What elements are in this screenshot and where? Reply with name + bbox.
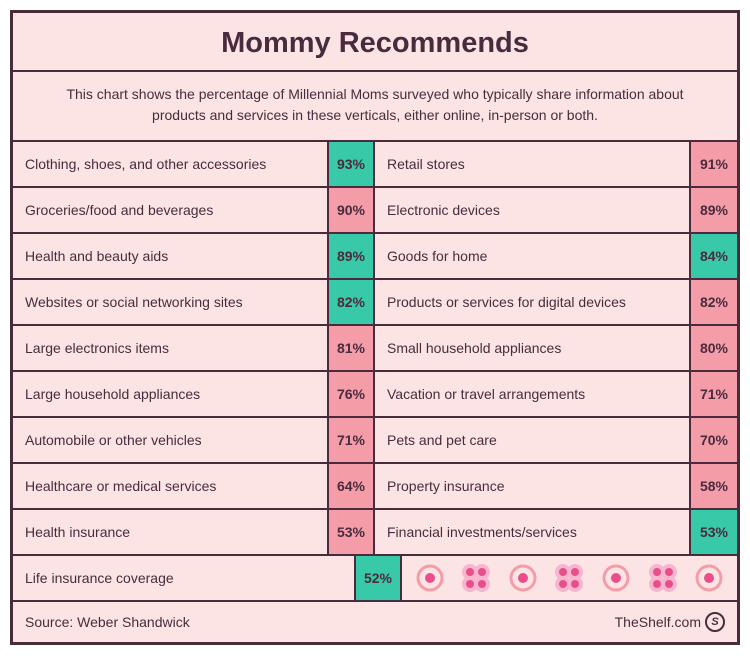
pct-badge: 58% (691, 464, 737, 508)
category-label: Products or services for digital devices (375, 280, 691, 324)
pct-badge: 91% (691, 142, 737, 186)
category-label: Life insurance coverage (13, 556, 356, 600)
category-label: Electronic devices (375, 188, 691, 232)
donut-icon (600, 562, 632, 594)
category-label: Financial investments/services (375, 510, 691, 554)
table-row: Health and beauty aids 89% Goods for hom… (13, 234, 737, 280)
subtitle: This chart shows the percentage of Mille… (13, 72, 737, 142)
pct-badge: 89% (691, 188, 737, 232)
source-text: Source: Weber Shandwick (25, 614, 190, 630)
data-grid: Clothing, shoes, and other accessories 9… (13, 142, 737, 602)
pct-badge: 93% (329, 142, 375, 186)
brand-logo-icon: S (705, 612, 725, 632)
table-row: Health insurance 53% Financial investmen… (13, 510, 737, 556)
category-label: Retail stores (375, 142, 691, 186)
pct-badge: 64% (329, 464, 375, 508)
table-row: Large household appliances 76% Vacation … (13, 372, 737, 418)
brand-text: TheShelf.com (615, 614, 701, 630)
pct-badge: 76% (329, 372, 375, 416)
category-label: Large electronics items (13, 326, 329, 370)
flower-icon (552, 561, 586, 595)
pct-badge: 90% (329, 188, 375, 232)
table-row: Clothing, shoes, and other accessories 9… (13, 142, 737, 188)
table-row: Healthcare or medical services 64% Prope… (13, 464, 737, 510)
pct-badge: 53% (329, 510, 375, 554)
category-label: Automobile or other vehicles (13, 418, 329, 462)
pct-badge: 52% (356, 556, 402, 600)
table-row: Websites or social networking sites 82% … (13, 280, 737, 326)
table-row: Large electronics items 81% Small househ… (13, 326, 737, 372)
pct-badge: 80% (691, 326, 737, 370)
flower-icon (459, 561, 493, 595)
flower-icon (646, 561, 680, 595)
pct-badge: 53% (691, 510, 737, 554)
table-row: Life insurance coverage 52% (13, 556, 737, 602)
pct-badge: 82% (691, 280, 737, 324)
pct-badge: 89% (329, 234, 375, 278)
category-label: Groceries/food and beverages (13, 188, 329, 232)
pct-badge: 84% (691, 234, 737, 278)
category-label: Clothing, shoes, and other accessories (13, 142, 329, 186)
pct-badge: 71% (691, 372, 737, 416)
category-label: Small household appliances (375, 326, 691, 370)
donut-icon (507, 562, 539, 594)
category-label: Vacation or travel arrangements (375, 372, 691, 416)
title: Mommy Recommends (13, 13, 737, 72)
category-label: Goods for home (375, 234, 691, 278)
category-label: Healthcare or medical services (13, 464, 329, 508)
table-row: Groceries/food and beverages 90% Electro… (13, 188, 737, 234)
pct-badge: 70% (691, 418, 737, 462)
category-label: Health and beauty aids (13, 234, 329, 278)
flower-decoration (402, 556, 737, 600)
pct-badge: 71% (329, 418, 375, 462)
donut-icon (414, 562, 446, 594)
table-row: Automobile or other vehicles 71% Pets an… (13, 418, 737, 464)
category-label: Health insurance (13, 510, 329, 554)
brand: TheShelf.com S (615, 612, 725, 632)
category-label: Property insurance (375, 464, 691, 508)
footer: Source: Weber Shandwick TheShelf.com S (13, 602, 737, 642)
donut-icon (693, 562, 725, 594)
pct-badge: 82% (329, 280, 375, 324)
category-label: Websites or social networking sites (13, 280, 329, 324)
category-label: Large household appliances (13, 372, 329, 416)
pct-badge: 81% (329, 326, 375, 370)
infographic-card: Mommy Recommends This chart shows the pe… (10, 10, 740, 645)
category-label: Pets and pet care (375, 418, 691, 462)
